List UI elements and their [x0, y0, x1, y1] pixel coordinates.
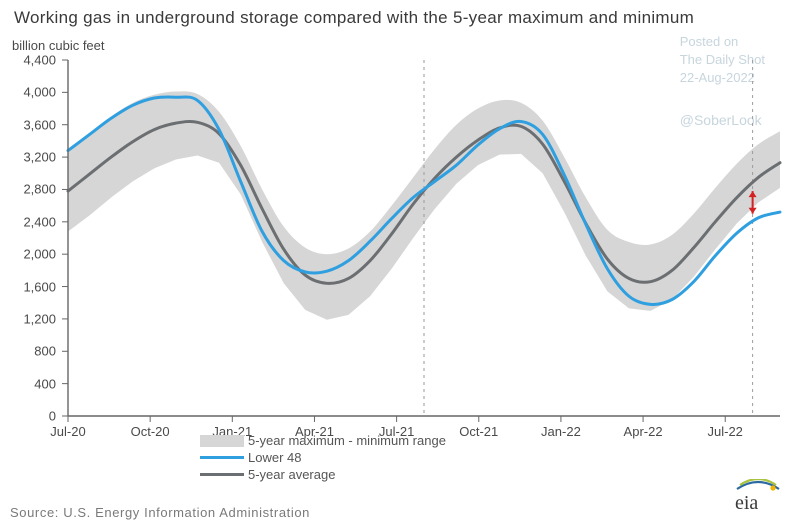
xtick-label: Jan-22 [541, 424, 581, 439]
watermark-posted: Posted on [680, 34, 765, 50]
ytick-label: 4,000 [12, 85, 56, 100]
svg-text:eia: eia [735, 492, 758, 513]
xtick-label: Jul-22 [708, 424, 743, 439]
ytick-label: 2,800 [12, 182, 56, 197]
xtick-label: Jul-20 [50, 424, 85, 439]
ytick-label: 1,200 [12, 311, 56, 326]
ytick-label: 3,600 [12, 117, 56, 132]
xtick-label: Oct-20 [131, 424, 170, 439]
ytick-label: 2,400 [12, 214, 56, 229]
ytick-label: 3,200 [12, 150, 56, 165]
legend-label-avg: 5-year average [248, 467, 335, 482]
legend-row-range: 5-year maximum - minimum range [200, 432, 446, 449]
legend-row-lower48: Lower 48 [200, 449, 446, 466]
xtick-label: Oct-21 [459, 424, 498, 439]
chart-area: 0 400 800 1,200 1,600 2,000 2,400 2,800 3,200 3,6… [12, 52, 786, 440]
legend-label-range: 5-year maximum - minimum range [248, 433, 446, 448]
y-axis-label: billion cubic feet [12, 38, 105, 53]
legend-swatch-range [200, 435, 244, 447]
legend: 5-year maximum - minimum range Lower 48 … [200, 432, 446, 483]
eia-logo: eia [731, 479, 785, 518]
legend-swatch-lower48 [200, 456, 244, 459]
ytick-label: 400 [12, 376, 56, 391]
ytick-label: 4,400 [12, 53, 56, 68]
chart-title: Working gas in underground storage compa… [14, 8, 694, 28]
ytick-label: 2,000 [12, 247, 56, 262]
legend-label-lower48: Lower 48 [248, 450, 301, 465]
ytick-label: 800 [12, 344, 56, 359]
legend-row-avg: 5-year average [200, 466, 446, 483]
ytick-label: 1,600 [12, 279, 56, 294]
ytick-label: 0 [12, 409, 56, 424]
xtick-label: Apr-22 [624, 424, 663, 439]
legend-swatch-avg [200, 473, 244, 476]
source-text: Source: U.S. Energy Information Administ… [10, 505, 310, 520]
chart-svg [12, 52, 786, 440]
